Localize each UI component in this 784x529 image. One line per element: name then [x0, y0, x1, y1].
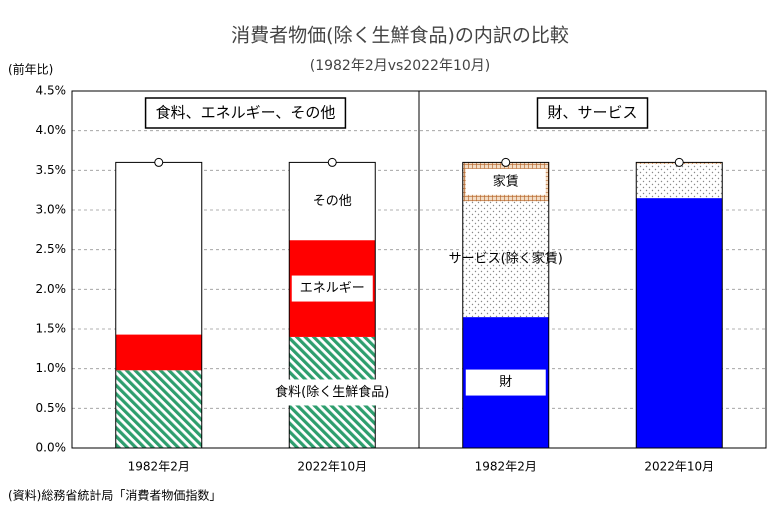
- bar-segment: [636, 163, 723, 199]
- x-tick-label: 2022年10月: [297, 460, 367, 474]
- series-label: その他: [313, 194, 352, 209]
- series-label-box: [465, 168, 546, 195]
- y-axis-label: (前年比): [8, 62, 53, 77]
- y-tick-label: 4.0%: [36, 123, 67, 137]
- x-tick-label: 1982年2月: [128, 460, 190, 474]
- y-tick-label: 4.5%: [36, 84, 67, 98]
- bar-segment: [462, 201, 549, 318]
- bar-segment: [636, 198, 723, 448]
- series-label: 家賃: [493, 173, 519, 189]
- chart-title: 消費者物価(除く生鮮食品)の内訳の比較: [231, 25, 569, 47]
- series-label: 財: [499, 375, 512, 390]
- bar-segment: [115, 334, 202, 371]
- panel-title-box: [536, 97, 649, 129]
- y-tick-label: 1.0%: [36, 361, 67, 375]
- panel-title: 食料、エネルギー、その他: [156, 104, 336, 122]
- series-label-box: [465, 369, 546, 396]
- y-tick-label: 0.0%: [36, 441, 67, 455]
- y-tick-label: 0.5%: [36, 401, 67, 415]
- bar-segment: [115, 162, 202, 335]
- series-label: エネルギー: [300, 281, 365, 296]
- y-tick-label: 3.0%: [36, 203, 67, 217]
- series-label-box: [267, 379, 398, 406]
- series-label: 食料(除く生鮮食品): [275, 384, 389, 400]
- panel-title: 財、サービス: [547, 104, 637, 122]
- total-marker: [674, 157, 684, 167]
- source-note: (資料)総務省統計局「消費者物価指数」: [8, 488, 221, 503]
- total-marker: [327, 157, 337, 167]
- y-tick-label: 2.0%: [36, 282, 67, 296]
- y-tick-label: 3.5%: [36, 163, 67, 177]
- panel-title-box: [144, 97, 347, 129]
- total-marker: [501, 157, 511, 167]
- series-label: サービス(除く家賃): [449, 251, 563, 267]
- series-label-box: [291, 275, 373, 302]
- x-tick-label: 1982年2月: [475, 460, 537, 474]
- y-tick-label: 2.5%: [36, 242, 67, 256]
- bar-segment: [115, 370, 202, 448]
- total-marker: [154, 157, 164, 167]
- x-tick-label: 2022年10月: [644, 460, 714, 474]
- chart-subtitle: (1982年2月vs2022年10月): [310, 58, 490, 74]
- y-tick-label: 1.5%: [36, 322, 67, 336]
- bar-segment: [289, 162, 376, 241]
